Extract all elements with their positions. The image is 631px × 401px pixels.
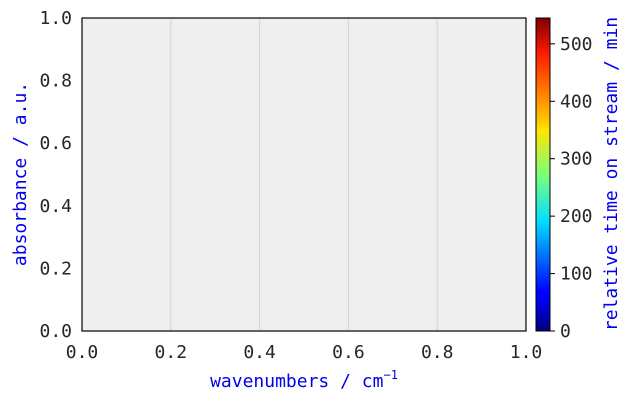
plot-area (82, 18, 526, 331)
y-axis-label: absorbance / a.u. (10, 82, 31, 266)
colorbar-tick-label: 100 (560, 264, 593, 285)
colorbar-tick-label: 0 (560, 321, 571, 342)
colorbar-label: relative time on stream / min (601, 17, 622, 331)
colorbar (535, 17, 551, 332)
x-axis-label: wavenumbers / cm−1 (210, 368, 398, 392)
y-tick-label: 0.0 (39, 321, 72, 342)
colorbar-tick-label: 500 (560, 34, 593, 55)
x-tick-label: 0.2 (155, 342, 188, 363)
y-axis: 0.0 0.2 0.4 0.6 0.8 1.0 (39, 8, 72, 342)
x-tick-label: 0.0 (66, 342, 99, 363)
colorbar-ticks: 0 100 200 300 400 500 (550, 34, 593, 342)
colorbar-tick-label: 300 (560, 149, 593, 170)
grid (170, 18, 438, 331)
x-axis-label-exponent: −1 (383, 368, 397, 382)
x-tick-label: 1.0 (510, 342, 543, 363)
plot-frame (81, 17, 527, 332)
x-tick-label: 0.6 (332, 342, 365, 363)
y-tick-label: 0.2 (39, 258, 72, 279)
x-axis: 0.0 0.2 0.4 0.6 0.8 1.0 (66, 342, 543, 363)
y-tick-label: 0.4 (39, 196, 72, 217)
y-tick-label: 0.6 (39, 133, 72, 154)
colorbar-tick-label: 400 (560, 91, 593, 112)
y-tick-label: 1.0 (39, 8, 72, 29)
y-tick-label: 0.8 (39, 71, 72, 92)
x-tick-label: 0.8 (421, 342, 454, 363)
x-tick-label: 0.4 (243, 342, 276, 363)
colorbar-tick-label: 200 (560, 206, 593, 227)
